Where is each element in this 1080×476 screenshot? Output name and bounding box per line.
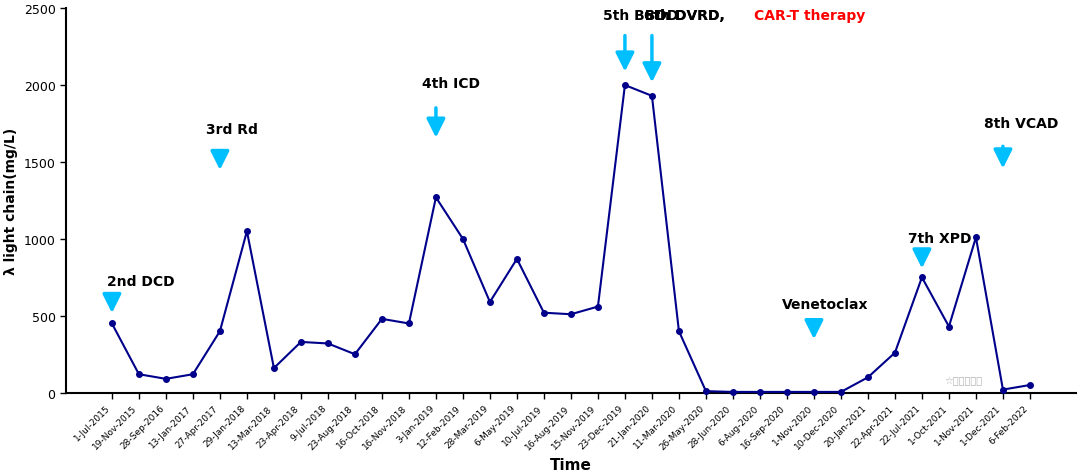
Text: ☆星图药物汇: ☆星图药物汇	[945, 375, 983, 385]
Text: 7th XPD: 7th XPD	[908, 231, 972, 246]
Text: CAR-T therapy: CAR-T therapy	[754, 9, 865, 23]
Text: 6th DVRD,: 6th DVRD,	[644, 9, 729, 23]
Text: Venetoclax: Venetoclax	[782, 298, 868, 311]
Text: 6th DVRD,: 6th DVRD,	[644, 9, 729, 23]
Y-axis label: λ light chain(mg/L): λ light chain(mg/L)	[4, 128, 18, 275]
Text: 3rd Rd: 3rd Rd	[206, 123, 258, 137]
X-axis label: Time: Time	[550, 457, 592, 472]
Text: 8th VCAD: 8th VCAD	[984, 117, 1058, 130]
Text: 4th ICD: 4th ICD	[422, 77, 481, 90]
Text: 2nd DCD: 2nd DCD	[107, 275, 174, 288]
Text: 5th BBDD: 5th BBDD	[604, 9, 678, 23]
